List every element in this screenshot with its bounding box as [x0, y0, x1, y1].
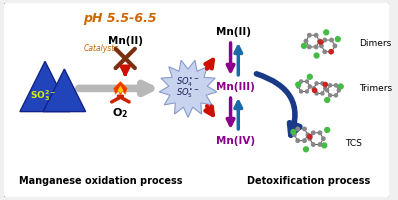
Circle shape — [322, 137, 325, 140]
Circle shape — [330, 38, 333, 42]
Text: TCS: TCS — [345, 139, 361, 148]
Text: Catalysts: Catalysts — [84, 44, 119, 53]
Circle shape — [314, 33, 318, 37]
Circle shape — [329, 84, 332, 87]
Circle shape — [334, 94, 338, 97]
Circle shape — [323, 38, 326, 42]
Circle shape — [305, 90, 308, 93]
Text: $SO_5^{\bullet-}$: $SO_5^{\bullet-}$ — [176, 86, 200, 100]
Circle shape — [320, 44, 323, 48]
Circle shape — [302, 43, 306, 48]
Circle shape — [305, 80, 308, 83]
Circle shape — [334, 84, 338, 87]
Circle shape — [318, 143, 322, 146]
Polygon shape — [43, 69, 86, 112]
Text: Manganese oxidation process: Manganese oxidation process — [20, 176, 183, 186]
Text: Mn(II): Mn(II) — [216, 27, 251, 37]
Circle shape — [336, 37, 340, 42]
Circle shape — [308, 85, 311, 88]
Text: Mn(II): Mn(II) — [108, 36, 143, 46]
Circle shape — [325, 98, 330, 102]
Circle shape — [329, 94, 332, 97]
Polygon shape — [117, 86, 123, 93]
Circle shape — [304, 147, 308, 152]
Circle shape — [323, 50, 326, 53]
Circle shape — [296, 127, 299, 131]
Circle shape — [338, 84, 343, 89]
Circle shape — [300, 80, 302, 83]
Circle shape — [307, 74, 312, 79]
Circle shape — [318, 131, 322, 135]
Circle shape — [337, 89, 340, 92]
Text: $\mathbf{SO_3^{2-}}$: $\mathbf{SO_3^{2-}}$ — [30, 88, 57, 103]
Circle shape — [303, 139, 306, 142]
Circle shape — [324, 30, 329, 35]
Circle shape — [300, 90, 302, 93]
Circle shape — [323, 82, 328, 87]
Circle shape — [321, 82, 324, 85]
Polygon shape — [20, 61, 70, 112]
Text: Trimers: Trimers — [359, 84, 392, 93]
Circle shape — [318, 40, 322, 44]
Text: Mn(III): Mn(III) — [216, 82, 255, 92]
Circle shape — [333, 44, 337, 48]
Text: Detoxification process: Detoxification process — [247, 176, 371, 186]
Circle shape — [296, 82, 300, 87]
Circle shape — [308, 135, 312, 139]
Text: Mn(IV): Mn(IV) — [216, 136, 255, 146]
Circle shape — [314, 53, 319, 58]
Circle shape — [308, 33, 311, 37]
Circle shape — [296, 139, 299, 142]
Circle shape — [304, 39, 308, 43]
Circle shape — [297, 85, 300, 88]
Circle shape — [303, 127, 306, 131]
Circle shape — [329, 50, 333, 54]
Circle shape — [312, 88, 317, 92]
Circle shape — [325, 128, 330, 132]
Circle shape — [308, 137, 312, 140]
Circle shape — [291, 129, 296, 134]
Circle shape — [306, 133, 310, 137]
Circle shape — [330, 50, 333, 53]
FancyArrowPatch shape — [256, 74, 300, 135]
Circle shape — [308, 45, 311, 49]
Text: $\mathbf{O_2}$: $\mathbf{O_2}$ — [112, 107, 129, 120]
Text: $SO_4^{\bullet-}$: $SO_4^{\bullet-}$ — [176, 76, 200, 89]
Text: Dimers: Dimers — [359, 39, 391, 48]
Circle shape — [314, 45, 318, 49]
Circle shape — [293, 133, 296, 137]
Polygon shape — [159, 60, 217, 117]
Polygon shape — [114, 82, 127, 96]
Text: pH 5.5-6.5: pH 5.5-6.5 — [84, 12, 157, 25]
Circle shape — [315, 82, 318, 85]
Circle shape — [322, 143, 327, 148]
Circle shape — [312, 131, 315, 135]
Circle shape — [326, 89, 329, 92]
Circle shape — [315, 92, 318, 95]
Circle shape — [324, 87, 327, 90]
Circle shape — [312, 87, 315, 90]
Circle shape — [321, 92, 324, 95]
FancyBboxPatch shape — [2, 1, 391, 199]
Circle shape — [318, 39, 321, 43]
Circle shape — [312, 143, 315, 146]
